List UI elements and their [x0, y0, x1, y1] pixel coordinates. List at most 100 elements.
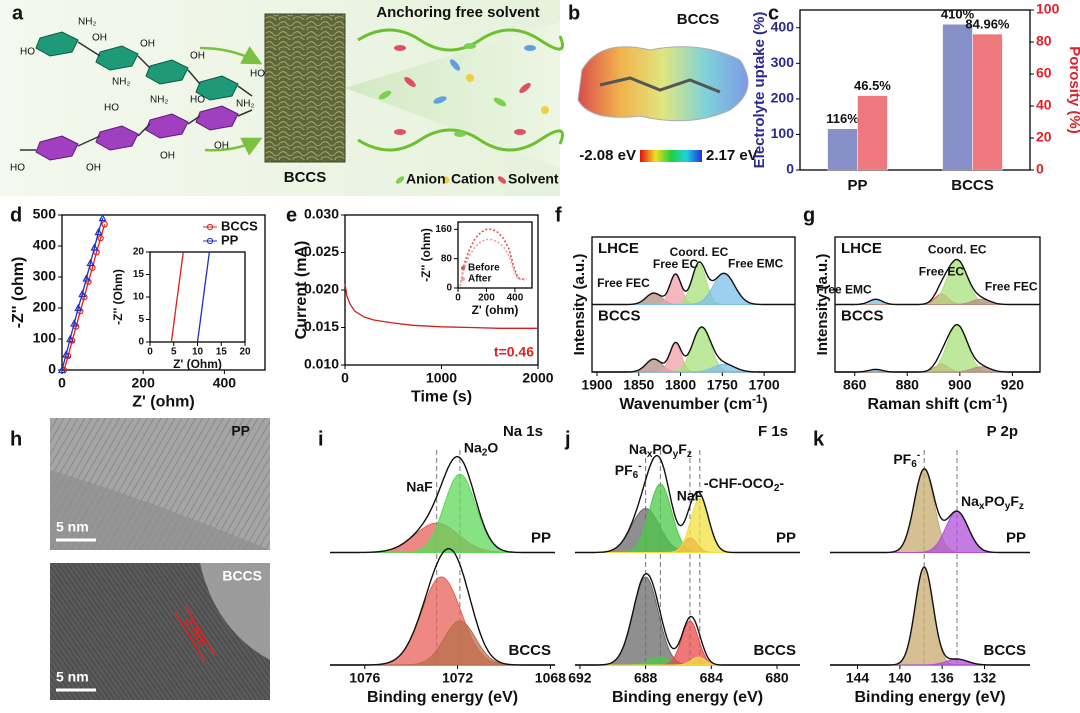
y-tick-label: 500: [33, 206, 57, 222]
material-label: BCCS: [284, 169, 327, 186]
y-tick-label: 0: [446, 283, 452, 294]
x-tick-label: BCCS: [951, 177, 994, 194]
y-tick-label: 400: [33, 237, 57, 253]
text-part: F: [678, 441, 687, 457]
y-tick-label: 0.025: [304, 243, 339, 259]
legend-label: BCCS: [221, 218, 258, 233]
series-line: [61, 217, 104, 371]
x-tick-label: 0: [341, 370, 349, 386]
text-part: 6: [633, 470, 639, 481]
text-part: x: [647, 449, 653, 460]
panel-letter: e: [286, 204, 297, 226]
legend-marker: [206, 223, 214, 231]
peak-label: Free EMC: [816, 282, 872, 296]
text-part: ): [1002, 396, 1007, 413]
y-tick-label: 0.020: [304, 281, 339, 297]
x-tick-label: 880: [896, 377, 920, 393]
peak-label: Free EC: [653, 257, 699, 271]
peak-label: Na2O: [464, 439, 499, 458]
text-part: PF: [893, 450, 911, 466]
chain-label: NH₂: [78, 17, 96, 28]
x-tick-label: 15: [216, 347, 228, 358]
envelope: [575, 454, 800, 554]
x-tick-label: 680: [765, 670, 789, 686]
y-axis-label: Intensity (a.u.): [571, 254, 588, 356]
panel-letter: a: [12, 2, 24, 24]
panel-letter: h: [10, 428, 22, 450]
annotation: t=0.46: [494, 344, 534, 360]
x-tick-label: 1072: [442, 670, 473, 686]
series-line: [344, 283, 538, 329]
text-part: O: [487, 439, 498, 455]
legend-label: Anion: [406, 171, 446, 187]
y-tick-label: 0.030: [304, 206, 339, 222]
x-tick-label: 400: [213, 375, 237, 391]
text-part: -: [779, 475, 784, 491]
panel-letter: j: [564, 428, 571, 450]
peak-label: NaF: [406, 478, 433, 494]
x-tick-label: 684: [700, 670, 724, 686]
envelope: [830, 566, 1030, 666]
x-axis-label: Z' (ohm): [132, 393, 194, 410]
text-part: y: [673, 449, 679, 460]
peak-label: -CHF-OCO2-: [704, 475, 785, 494]
peak-label: Coord. EC: [928, 243, 987, 257]
value-label: 410%: [941, 7, 975, 22]
envelope: [592, 326, 795, 373]
y-tick-label: 200: [771, 90, 795, 106]
x-axis-label: Z' (ohm): [472, 303, 519, 317]
text-part: Na: [464, 439, 482, 455]
envelope: [330, 548, 555, 666]
x-tick-label: 1750: [707, 377, 738, 393]
chain-label: OH: [86, 163, 101, 174]
y-axis-label: -Z'' (ohm): [419, 228, 433, 282]
x-tick-label: 5: [171, 347, 177, 358]
peak-label: NaxPOyFz: [961, 493, 1024, 512]
x-tick-label: 144: [846, 670, 870, 686]
marker: [94, 227, 103, 236]
text-part: PF: [615, 462, 633, 478]
spectrum-title: P 2p: [987, 423, 1018, 440]
peak-label: Free EMC: [728, 256, 784, 270]
x-tick-label: 0: [455, 293, 461, 304]
y-tick-label: 0: [48, 361, 56, 377]
x-tick-label: 200: [132, 375, 156, 391]
x-axis-label: Binding energy (eV): [367, 689, 518, 706]
y-tick-label: 0: [786, 161, 794, 177]
schematic: Anchoring free solvent BCCS Anion Cation…: [0, 0, 564, 196]
peak-label: PF6-: [893, 449, 920, 469]
chain-label: HO: [104, 103, 119, 114]
series-line: [196, 251, 211, 343]
legend-marker: [461, 277, 465, 281]
y-tick-label: 400: [771, 18, 795, 34]
envelope: [592, 261, 795, 306]
chain-label: NH₂: [236, 99, 254, 110]
y-tick-label: 15: [133, 269, 145, 280]
y-tick-label: 0.015: [304, 318, 339, 334]
marker: [62, 350, 71, 358]
y2-tick-label: 100: [1036, 1, 1060, 17]
chain-label: HO: [20, 47, 35, 58]
x-tick-label: 0: [147, 347, 153, 358]
panel-letter: i: [318, 428, 324, 450]
x-tick-label: 1900: [581, 377, 612, 393]
y-tick-label: 20: [133, 247, 145, 258]
text-part: Na: [961, 493, 979, 509]
subplot-label: BCCS: [598, 307, 641, 324]
x-tick-label: 1000: [426, 370, 457, 386]
chain-label: HO: [10, 163, 25, 174]
text-part: 2: [482, 447, 488, 458]
x-tick-label: 900: [948, 377, 972, 393]
chain-label: OH: [92, 33, 107, 44]
marker: [57, 365, 67, 374]
text-part: -: [638, 461, 641, 472]
x-tick-label: 1700: [749, 377, 780, 393]
panel-letter: d: [10, 204, 22, 226]
marker: [97, 235, 104, 242]
y-axis-label: Intensity (a.u.): [814, 254, 831, 356]
text-part: -CHF-OCO: [704, 475, 774, 491]
plot-frame: [61, 214, 266, 371]
esp-map: BCCS -2.08 eV 2.17 eV: [577, 11, 758, 164]
value-label: 46.5%: [854, 78, 891, 93]
